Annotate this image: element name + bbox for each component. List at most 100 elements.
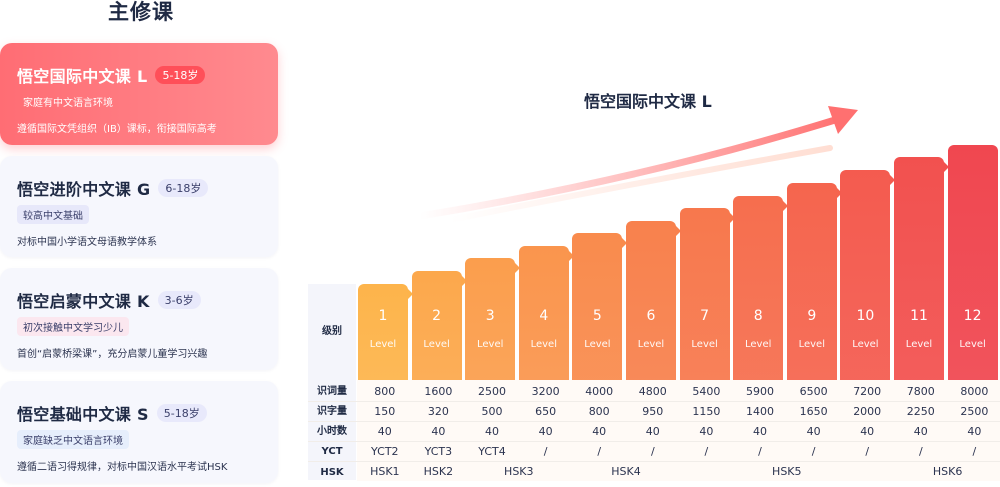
cell-yct: / <box>758 445 762 458</box>
cell-hours: 40 <box>752 425 767 438</box>
course-card-g[interactable]: 悟空进阶中文课 G 6-18岁 较高中文基础 对标中国小学语文母语教学体系 <box>0 156 278 257</box>
cell-chars: 2500 <box>960 405 989 418</box>
cell-vocab: 6500 <box>799 385 828 398</box>
course-name: 悟空基础中文课 S <box>17 405 149 424</box>
cell-chars: 150 <box>374 405 396 418</box>
cell-vocab: 7800 <box>906 385 935 398</box>
cell-vocab: 4000 <box>585 385 614 398</box>
cell-chars: 1650 <box>799 405 828 418</box>
cell-yct: / <box>811 445 816 458</box>
cell-chars: 2000 <box>853 405 882 418</box>
course-desc: 遵循国际文凭组织（IB）课标，衔接国际高考 <box>17 124 217 135</box>
course-card-k[interactable]: 悟空启蒙中文课 K 3-6岁 初次接触中文学习少儿 首创“启蒙桥梁课”，充分启蒙… <box>0 268 278 370</box>
cell-chars: 500 <box>481 405 503 418</box>
levels-label: 级别 <box>322 326 342 337</box>
cell-hsk: HSK5 <box>772 465 802 478</box>
course-card-s[interactable]: 悟空基础中文课 S 5-18岁 家庭缺乏中文语言环境 遵循二语习得规律，对标中国… <box>0 381 278 483</box>
cell-hours: 40 <box>377 425 392 438</box>
cell-vocab: 1600 <box>424 385 453 398</box>
cell-chars: 1400 <box>745 405 774 418</box>
level-bar-7: 7 Level <box>679 208 735 380</box>
level-number: 11 <box>910 308 928 324</box>
level-word: Level <box>423 339 450 350</box>
cell-vocab: 3200 <box>531 385 560 398</box>
cell-yct: / <box>865 445 870 458</box>
row-label-yct: YCT <box>321 446 343 457</box>
cell-yct: / <box>597 445 602 458</box>
age-badge: 5-18岁 <box>155 66 206 84</box>
bar-notch <box>621 237 628 249</box>
cell-yct: / <box>543 445 548 458</box>
cell-hsk: HSK2 <box>423 465 454 478</box>
level-number: 6 <box>646 308 656 324</box>
cell-hsk: HSK1 <box>370 465 400 478</box>
cell-vocab: 800 <box>374 385 396 398</box>
level-bar-10: 10 Level <box>840 170 896 380</box>
level-bar-4: 4 Level <box>518 246 574 380</box>
cell-yct: / <box>972 445 977 458</box>
table-background <box>357 380 1000 481</box>
course-tag: 家庭缺乏中文语言环境 <box>17 430 129 449</box>
cell-hsk: HSK3 <box>504 465 534 478</box>
level-word: Level <box>798 339 825 350</box>
level-word: Level <box>369 339 397 350</box>
course-name: 悟空国际中文课 L <box>17 67 148 86</box>
level-word: Level <box>530 339 557 350</box>
section-title: 主修课 <box>108 0 174 24</box>
cell-hours: 40 <box>484 425 499 438</box>
cell-yct: YCT3 <box>424 445 453 458</box>
age-badge: 5-18岁 <box>156 404 207 422</box>
cell-hours: 40 <box>538 425 553 438</box>
row-label-vocab: 识词量 <box>317 386 347 397</box>
level-word: Level <box>744 339 772 350</box>
row-divider <box>308 461 1000 462</box>
cell-hours: 40 <box>913 425 928 438</box>
chart-title: 悟空国际中文课 L <box>584 92 712 111</box>
cell-hours: 40 <box>806 425 821 438</box>
cell-chars: 800 <box>588 405 610 418</box>
age-badge: 6-18岁 <box>158 179 209 197</box>
level-word: Level <box>584 339 611 350</box>
level-word: Level <box>905 339 933 350</box>
level-word: Level <box>959 339 986 350</box>
age-badge: 3-6岁 <box>157 291 201 309</box>
cell-vocab: 5400 <box>692 385 721 398</box>
course-card-l[interactable]: 悟空国际中文课 L 5-18岁 家庭有中文语言环境 遵循国际文凭组织（IB）课标… <box>0 43 278 145</box>
cell-hours: 40 <box>645 425 660 438</box>
cell-yct: YCT2 <box>371 445 399 458</box>
cell-chars: 320 <box>427 405 449 418</box>
cell-chars: 2250 <box>906 405 935 418</box>
level-word: Level <box>637 339 665 350</box>
cell-yct: / <box>918 445 923 458</box>
bar-notch <box>514 262 521 274</box>
level-bar-5: 5 Level <box>572 233 628 380</box>
level-number: 4 <box>539 308 549 324</box>
cell-chars: 950 <box>642 405 664 418</box>
level-number: 9 <box>807 308 817 324</box>
cell-hsk: HSK4 <box>611 465 641 478</box>
row-label-hours: 小时数 <box>317 426 347 437</box>
level-number: 5 <box>592 308 602 324</box>
course-desc: 遵循二语习得规律，对标中国汉语水平考试HSK <box>17 462 228 473</box>
cell-hours: 40 <box>431 425 446 438</box>
cell-chars: 1150 <box>692 405 721 418</box>
cell-vocab: 4800 <box>638 385 667 398</box>
level-number: 10 <box>856 308 875 324</box>
row-label-hsk: HSK <box>320 467 344 478</box>
level-number: 2 <box>432 308 442 324</box>
level-word: Level <box>691 339 718 350</box>
level-bar-6: 6 Level <box>626 221 681 380</box>
row-divider <box>308 441 1000 442</box>
growth-arrow-icon <box>416 106 858 223</box>
level-bar-1: 1 Level <box>358 284 413 380</box>
level-number: 8 <box>753 308 763 324</box>
cell-vocab: 7200 <box>853 385 882 398</box>
level-bar-2: 2 Level <box>411 271 467 380</box>
course-desc: 对标中国小学语文母语教学体系 <box>17 237 157 248</box>
bar-notch <box>460 275 467 287</box>
cell-hours: 40 <box>699 425 714 438</box>
level-bar-9: 9 Level <box>786 183 842 380</box>
level-bar-12: 12 Level <box>947 145 998 380</box>
level-word: Level <box>852 339 879 350</box>
level-bar-11: 11 Level <box>894 157 949 380</box>
